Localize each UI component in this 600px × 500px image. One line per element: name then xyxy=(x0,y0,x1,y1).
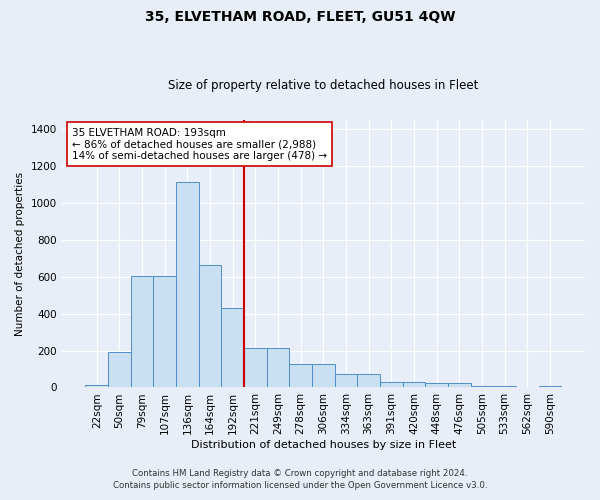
Bar xyxy=(448,384,470,388)
Bar xyxy=(493,386,516,388)
Bar xyxy=(335,374,358,388)
X-axis label: Distribution of detached houses by size in Fleet: Distribution of detached houses by size … xyxy=(191,440,456,450)
Bar xyxy=(380,382,403,388)
Title: Size of property relative to detached houses in Fleet: Size of property relative to detached ho… xyxy=(168,79,479,92)
Bar xyxy=(312,364,335,388)
Bar xyxy=(244,348,266,388)
Bar xyxy=(289,364,312,388)
Bar xyxy=(539,386,561,388)
Y-axis label: Number of detached properties: Number of detached properties xyxy=(15,172,25,336)
Bar xyxy=(403,382,425,388)
Bar xyxy=(266,348,289,388)
Text: Contains HM Land Registry data © Crown copyright and database right 2024.
Contai: Contains HM Land Registry data © Crown c… xyxy=(113,468,487,490)
Bar xyxy=(131,276,154,388)
Bar xyxy=(358,374,380,388)
Bar xyxy=(425,384,448,388)
Bar xyxy=(176,182,199,388)
Bar xyxy=(470,386,493,388)
Bar xyxy=(85,384,108,388)
Text: 35 ELVETHAM ROAD: 193sqm
← 86% of detached houses are smaller (2,988)
14% of sem: 35 ELVETHAM ROAD: 193sqm ← 86% of detach… xyxy=(72,128,327,161)
Bar xyxy=(221,308,244,388)
Bar xyxy=(154,276,176,388)
Bar xyxy=(199,264,221,388)
Bar xyxy=(108,352,131,388)
Text: 35, ELVETHAM ROAD, FLEET, GU51 4QW: 35, ELVETHAM ROAD, FLEET, GU51 4QW xyxy=(145,10,455,24)
